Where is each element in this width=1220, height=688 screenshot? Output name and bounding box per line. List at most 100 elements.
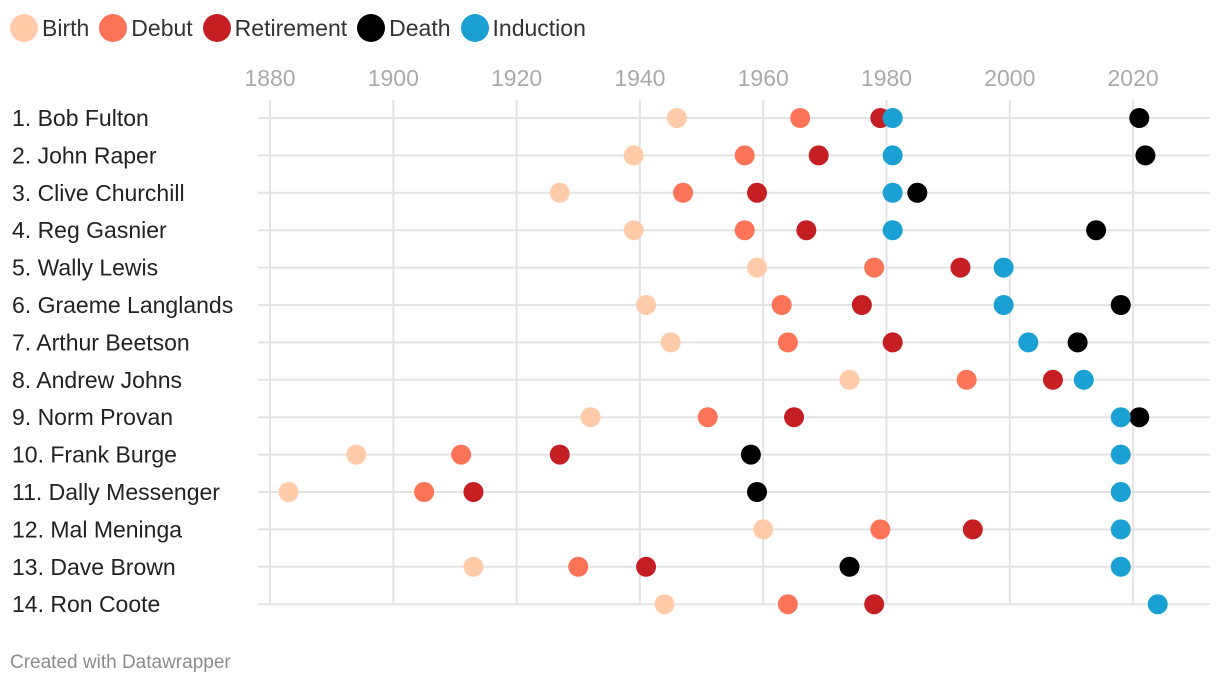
- dot-debut: [956, 369, 977, 390]
- dot-debut: [734, 220, 755, 241]
- dot-birth: [623, 145, 644, 166]
- dot-retirement: [549, 444, 570, 465]
- dot-induction: [882, 182, 903, 203]
- dot-retirement: [864, 594, 885, 615]
- dot-debut: [790, 108, 811, 128]
- x-tick-label: 2020: [1108, 65, 1159, 91]
- row-label: 14. Ron Coote: [12, 591, 160, 617]
- legend-label-debut: Debut: [131, 14, 193, 41]
- x-tick-label: 1960: [738, 65, 789, 91]
- dot-retirement: [796, 220, 817, 241]
- dot-birth: [346, 444, 367, 465]
- legend-label-retirement: Retirement: [234, 14, 348, 41]
- dot-induction: [1110, 444, 1131, 465]
- dot-debut: [697, 407, 718, 428]
- dot-retirement: [851, 295, 872, 315]
- dot-induction: [882, 108, 903, 128]
- dot-birth: [839, 369, 860, 390]
- dot-birth: [463, 556, 484, 577]
- x-tick-label: 1920: [491, 65, 542, 91]
- dot-death: [1110, 295, 1131, 315]
- legend-dot-birth: [10, 14, 38, 42]
- legend-item-birth: Birth: [10, 14, 89, 42]
- x-tick-label: 2000: [984, 65, 1035, 91]
- row-label: 12. Mal Meninga: [12, 516, 182, 542]
- dot-debut: [777, 332, 798, 353]
- dot-birth: [666, 108, 687, 128]
- x-tick-label: 1880: [244, 65, 295, 91]
- dot-retirement: [1042, 369, 1063, 390]
- x-tick-label: 1940: [614, 65, 665, 91]
- dot-death: [1135, 145, 1156, 166]
- dot-debut: [777, 594, 798, 615]
- legend-dot-debut: [99, 14, 128, 42]
- dot-retirement: [808, 145, 829, 166]
- dot-death: [1067, 332, 1088, 353]
- dot-debut: [734, 145, 755, 166]
- row-label: 13. Dave Brown: [12, 554, 176, 580]
- dot-death: [1129, 407, 1150, 428]
- legend-label-birth: Birth: [42, 14, 90, 41]
- dot-induction: [1147, 594, 1168, 615]
- row-label: 2. John Raper: [12, 142, 157, 168]
- row-label: 6. Graeme Langlands: [12, 292, 233, 318]
- dot-retirement: [463, 482, 484, 502]
- row-label: 8. Andrew Johns: [12, 367, 182, 393]
- dot-birth: [278, 482, 299, 502]
- dot-induction: [1110, 556, 1131, 577]
- legend-item-induction: Induction: [460, 14, 586, 42]
- legend-label-death: Death: [389, 14, 451, 41]
- dot-induction: [882, 145, 903, 166]
- legend-item-retirement: Retirement: [202, 14, 348, 42]
- dot-retirement: [636, 556, 657, 577]
- dot-induction: [993, 295, 1014, 315]
- dot-debut: [414, 482, 435, 502]
- dot-debut: [568, 556, 589, 577]
- chart-legend: Birth Debut Retirement Death Induction: [10, 10, 596, 46]
- dot-birth: [623, 220, 644, 241]
- dot-death: [839, 556, 860, 577]
- dot-debut: [673, 182, 694, 203]
- dot-death: [907, 182, 928, 203]
- dot-induction: [1073, 369, 1094, 390]
- dot-induction: [1110, 519, 1131, 540]
- dot-death: [740, 444, 761, 465]
- dot-death: [1129, 108, 1150, 128]
- row-label: 4. Reg Gasnier: [12, 217, 167, 243]
- legend-item-death: Death: [357, 14, 451, 42]
- dot-birth: [753, 519, 774, 540]
- dot-retirement: [747, 182, 768, 203]
- dot-debut: [771, 295, 792, 315]
- legend-dot-induction: [460, 14, 489, 42]
- legend-dot-death: [357, 14, 386, 42]
- dot-induction: [1110, 407, 1131, 428]
- x-tick-label: 1980: [861, 65, 912, 91]
- dot-birth: [580, 407, 601, 428]
- legend-item-debut: Debut: [99, 14, 193, 42]
- footer-credit: Created with Datawrapper: [10, 652, 231, 673]
- dot-induction: [1110, 482, 1131, 502]
- dot-birth: [654, 594, 675, 615]
- row-label: 1. Bob Fulton: [12, 105, 149, 131]
- legend-label-induction: Induction: [492, 14, 586, 41]
- row-label: 3. Clive Churchill: [12, 180, 185, 206]
- legend-dot-retirement: [202, 14, 231, 42]
- dot-death: [1086, 220, 1107, 241]
- dot-debut: [451, 444, 472, 465]
- row-label: 9. Norm Provan: [12, 404, 173, 430]
- dot-birth: [660, 332, 681, 353]
- dot-retirement: [882, 332, 903, 353]
- dot-retirement: [784, 407, 805, 428]
- x-tick-label: 1900: [368, 65, 419, 91]
- dot-induction: [993, 257, 1014, 278]
- row-label: 5. Wally Lewis: [12, 255, 158, 281]
- dot-plot-chart: 1880 1900 1920 1940 1960 1980 2000 2020 1. Bob F…: [12, 65, 1210, 617]
- dot-birth: [747, 257, 768, 278]
- dot-debut: [870, 519, 891, 540]
- dot-birth: [549, 182, 570, 203]
- dot-birth: [636, 295, 657, 315]
- row-label: 7. Arthur Beetson: [12, 329, 190, 355]
- dot-induction: [882, 220, 903, 241]
- dot-induction: [1018, 332, 1039, 353]
- row-label: 11. Dally Messenger: [12, 479, 220, 505]
